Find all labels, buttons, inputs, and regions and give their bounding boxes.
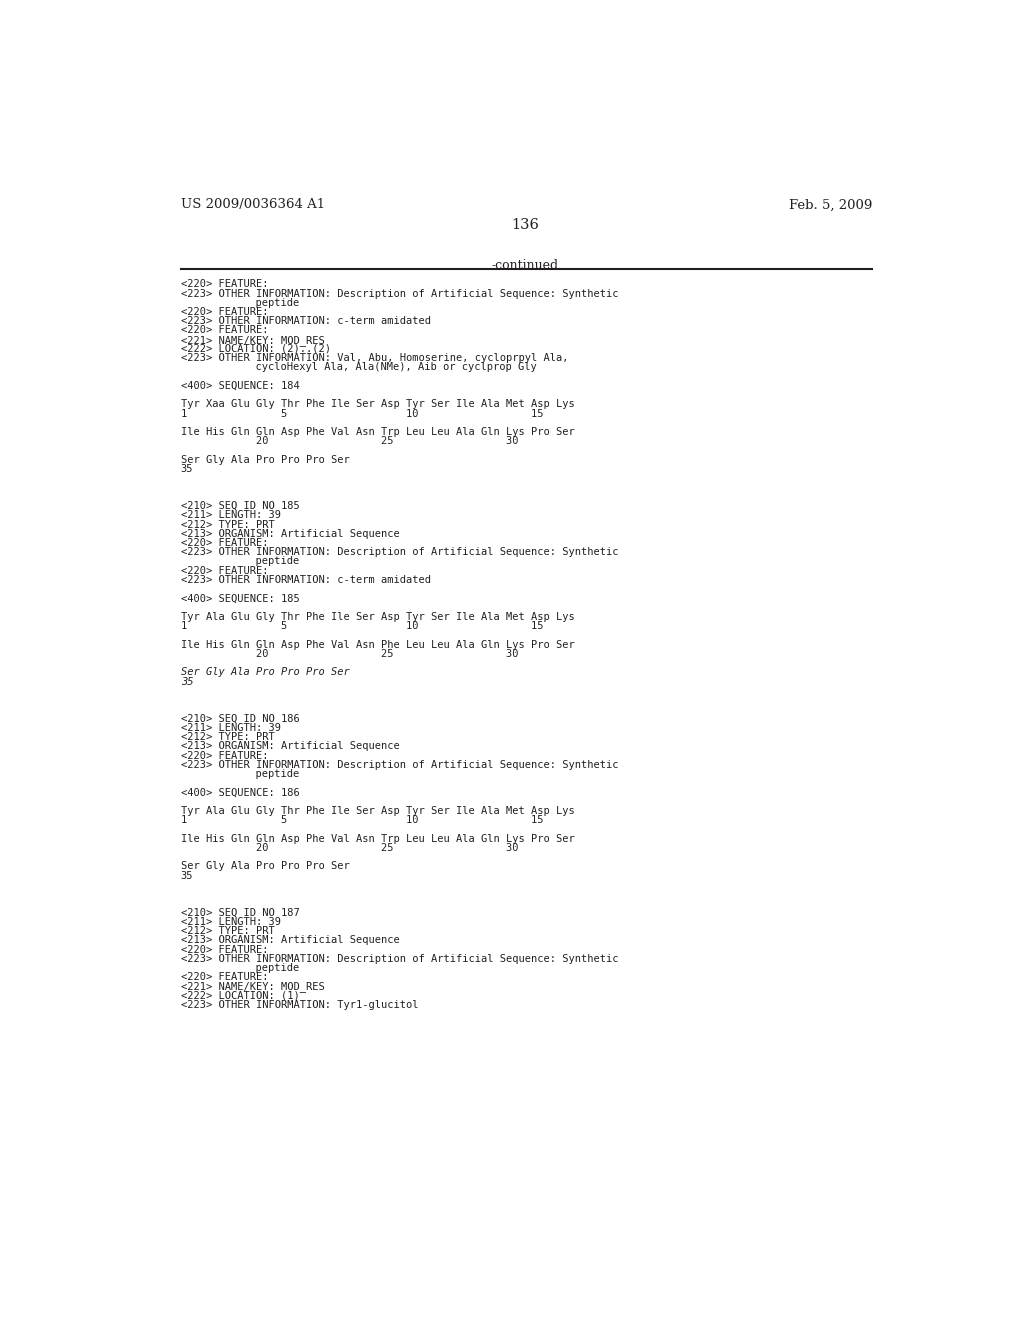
Text: <211> LENGTH: 39: <211> LENGTH: 39 [180, 511, 281, 520]
Text: Ile His Gln Gln Asp Phe Val Asn Trp Leu Leu Ala Gln Lys Pro Ser: Ile His Gln Gln Asp Phe Val Asn Trp Leu … [180, 834, 574, 843]
Text: <220> FEATURE:: <220> FEATURE: [180, 326, 268, 335]
Text: <212> TYPE: PRT: <212> TYPE: PRT [180, 733, 274, 742]
Text: <223> OTHER INFORMATION: Description of Artificial Sequence: Synthetic: <223> OTHER INFORMATION: Description of … [180, 760, 618, 770]
Text: <220> FEATURE:: <220> FEATURE: [180, 539, 268, 548]
Text: peptide: peptide [218, 298, 299, 308]
Text: <212> TYPE: PRT: <212> TYPE: PRT [180, 520, 274, 529]
Text: <220> FEATURE:: <220> FEATURE: [180, 945, 268, 954]
Text: <213> ORGANISM: Artificial Sequence: <213> ORGANISM: Artificial Sequence [180, 529, 399, 539]
Text: <221> NAME/KEY: MOD_RES: <221> NAME/KEY: MOD_RES [180, 335, 325, 346]
Text: <223> OTHER INFORMATION: Val, Abu, Homoserine, cycloprpyl Ala,: <223> OTHER INFORMATION: Val, Abu, Homos… [180, 354, 568, 363]
Text: <213> ORGANISM: Artificial Sequence: <213> ORGANISM: Artificial Sequence [180, 742, 399, 751]
Text: 1               5                   10                  15: 1 5 10 15 [180, 409, 543, 418]
Text: <223> OTHER INFORMATION: Description of Artificial Sequence: Synthetic: <223> OTHER INFORMATION: Description of … [180, 954, 618, 964]
Text: <213> ORGANISM: Artificial Sequence: <213> ORGANISM: Artificial Sequence [180, 936, 399, 945]
Text: peptide: peptide [218, 557, 299, 566]
Text: <212> TYPE: PRT: <212> TYPE: PRT [180, 927, 274, 936]
Text: <210> SEQ ID NO 186: <210> SEQ ID NO 186 [180, 714, 299, 723]
Text: <210> SEQ ID NO 187: <210> SEQ ID NO 187 [180, 908, 299, 917]
Text: 136: 136 [511, 218, 539, 232]
Text: <222> LOCATION: (1): <222> LOCATION: (1) [180, 991, 299, 1001]
Text: Tyr Ala Glu Gly Thr Phe Ile Ser Asp Tyr Ser Ile Ala Met Asp Lys: Tyr Ala Glu Gly Thr Phe Ile Ser Asp Tyr … [180, 807, 574, 816]
Text: peptide: peptide [218, 964, 299, 973]
Text: cycloHexyl Ala, Ala(NMe), Aib or cyclprop Gly: cycloHexyl Ala, Ala(NMe), Aib or cyclpro… [218, 363, 537, 372]
Text: <222> LOCATION: (2)..(2): <222> LOCATION: (2)..(2) [180, 345, 331, 354]
Text: 35: 35 [180, 871, 194, 880]
Text: 35: 35 [180, 677, 194, 686]
Text: Ser Gly Ala Pro Pro Pro Ser: Ser Gly Ala Pro Pro Pro Ser [180, 668, 349, 677]
Text: -continued: -continued [492, 259, 558, 272]
Text: Tyr Ala Glu Gly Thr Phe Ile Ser Asp Tyr Ser Ile Ala Met Asp Lys: Tyr Ala Glu Gly Thr Phe Ile Ser Asp Tyr … [180, 612, 574, 622]
Text: <220> FEATURE:: <220> FEATURE: [180, 751, 268, 760]
Text: 35: 35 [180, 465, 194, 474]
Text: Ser Gly Ala Pro Pro Pro Ser: Ser Gly Ala Pro Pro Pro Ser [180, 862, 349, 871]
Text: <400> SEQUENCE: 185: <400> SEQUENCE: 185 [180, 594, 299, 603]
Text: Feb. 5, 2009: Feb. 5, 2009 [788, 198, 872, 211]
Text: 1               5                   10                  15: 1 5 10 15 [180, 816, 543, 825]
Text: <220> FEATURE:: <220> FEATURE: [180, 566, 268, 576]
Text: Ile His Gln Gln Asp Phe Val Asn Phe Leu Leu Ala Gln Lys Pro Ser: Ile His Gln Gln Asp Phe Val Asn Phe Leu … [180, 640, 574, 649]
Text: 20                  25                  30: 20 25 30 [180, 649, 518, 659]
Text: <221> NAME/KEY: MOD_RES: <221> NAME/KEY: MOD_RES [180, 982, 325, 993]
Text: 20                  25                  30: 20 25 30 [180, 843, 518, 853]
Text: Tyr Xaa Glu Gly Thr Phe Ile Ser Asp Tyr Ser Ile Ala Met Asp Lys: Tyr Xaa Glu Gly Thr Phe Ile Ser Asp Tyr … [180, 400, 574, 409]
Text: <220> FEATURE:: <220> FEATURE: [180, 308, 268, 317]
Text: <223> OTHER INFORMATION: c-term amidated: <223> OTHER INFORMATION: c-term amidated [180, 576, 431, 585]
Text: 20                  25                  30: 20 25 30 [180, 437, 518, 446]
Text: <400> SEQUENCE: 184: <400> SEQUENCE: 184 [180, 381, 299, 391]
Text: <223> OTHER INFORMATION: Description of Artificial Sequence: Synthetic: <223> OTHER INFORMATION: Description of … [180, 548, 618, 557]
Text: <223> OTHER INFORMATION: c-term amidated: <223> OTHER INFORMATION: c-term amidated [180, 317, 431, 326]
Text: <211> LENGTH: 39: <211> LENGTH: 39 [180, 723, 281, 733]
Text: <223> OTHER INFORMATION: Tyr1-glucitol: <223> OTHER INFORMATION: Tyr1-glucitol [180, 1001, 418, 1010]
Text: peptide: peptide [218, 770, 299, 779]
Text: <220> FEATURE:: <220> FEATURE: [180, 280, 268, 289]
Text: Ser Gly Ala Pro Pro Pro Ser: Ser Gly Ala Pro Pro Pro Ser [180, 455, 349, 465]
Text: 1               5                   10                  15: 1 5 10 15 [180, 622, 543, 631]
Text: <211> LENGTH: 39: <211> LENGTH: 39 [180, 917, 281, 927]
Text: <223> OTHER INFORMATION: Description of Artificial Sequence: Synthetic: <223> OTHER INFORMATION: Description of … [180, 289, 618, 298]
Text: <220> FEATURE:: <220> FEATURE: [180, 973, 268, 982]
Text: US 2009/0036364 A1: US 2009/0036364 A1 [180, 198, 325, 211]
Text: Ile His Gln Gln Asp Phe Val Asn Trp Leu Leu Ala Gln Lys Pro Ser: Ile His Gln Gln Asp Phe Val Asn Trp Leu … [180, 428, 574, 437]
Text: <400> SEQUENCE: 186: <400> SEQUENCE: 186 [180, 788, 299, 797]
Text: <210> SEQ ID NO 185: <210> SEQ ID NO 185 [180, 502, 299, 511]
